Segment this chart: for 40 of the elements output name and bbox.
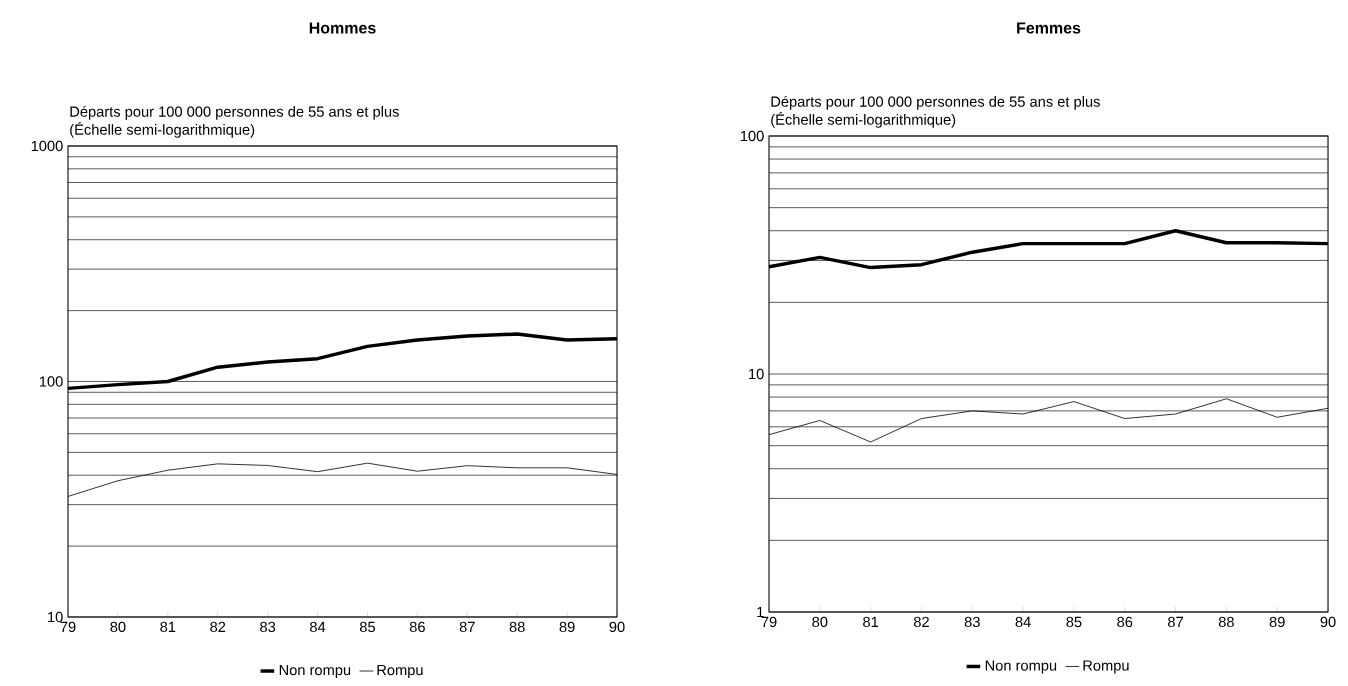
y-tick-label: 10 [749, 368, 764, 380]
x-tick-label: 85 [1066, 616, 1082, 628]
x-tick-label: 83 [964, 616, 980, 628]
x-tick-label: 81 [863, 616, 879, 628]
chart-title: Hommes [309, 22, 376, 34]
y-tick-label: 1 [757, 606, 764, 618]
x-tick-label: 90 [609, 621, 625, 633]
x-tick-label: 90 [1320, 616, 1336, 628]
x-tick-label: 79 [60, 621, 76, 633]
y-axis-title: Départs pour 100 000 personnes de 55 ans et plus [771, 95, 1100, 110]
legend-label: Non rompu [279, 665, 351, 679]
x-tick-label: 82 [210, 621, 226, 633]
x-tick-label: 79 [761, 616, 777, 628]
legend-label: Non rompu [985, 660, 1057, 674]
x-tick-label: 84 [1015, 616, 1031, 628]
x-tick-label: 87 [459, 621, 475, 633]
text: (Échelle semi-logarithmique) [70, 121, 255, 138]
y-tick-label: 100 [740, 130, 764, 142]
x-tick-label: 85 [359, 621, 375, 633]
x-tick-label: 82 [913, 616, 929, 628]
y-tick-label: 1000 [31, 140, 63, 152]
y-tick-label: 10 [48, 611, 63, 623]
y-tick-label: 100 [39, 376, 63, 387]
x-tick-label: 89 [1269, 616, 1285, 628]
x-tick-label: 81 [160, 621, 176, 633]
x-tick-label: 80 [110, 621, 126, 633]
chart-title: Femmes [1017, 22, 1081, 34]
legend-label: Rompu [1083, 660, 1129, 674]
x-tick-label: 86 [1117, 616, 1133, 628]
x-tick-label: 88 [509, 621, 525, 633]
x-tick-label: 89 [559, 621, 575, 633]
x-tick-label: 87 [1168, 616, 1183, 628]
legend-label: Rompu [377, 665, 423, 679]
x-tick-label: 83 [260, 621, 276, 633]
y-axis-title: Départs pour 100 000 personnes de 55 ans et plus [70, 105, 399, 120]
x-tick-label: 86 [409, 621, 425, 633]
x-tick-label: 88 [1218, 616, 1234, 628]
x-tick-label: 84 [310, 621, 326, 633]
x-tick-label: 80 [812, 616, 828, 628]
text: (Échelle semi-logarithmique) [771, 111, 956, 128]
